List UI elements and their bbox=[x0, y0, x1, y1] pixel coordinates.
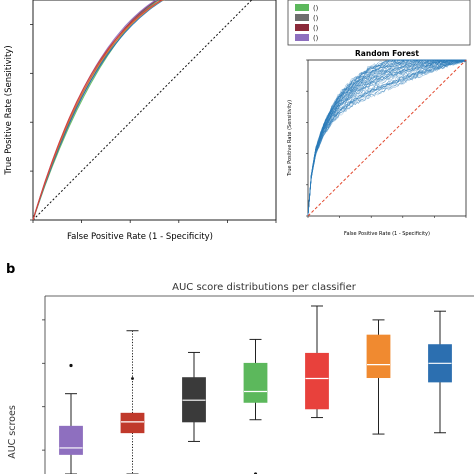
random-forest-roc-panel: Random Forest False Positive Rate (1 - S… bbox=[287, 49, 467, 237]
roc-overlay-curves bbox=[32, 0, 165, 221]
random-forest-diagonal-group bbox=[307, 59, 467, 217]
legend-swatch-3 bbox=[295, 24, 309, 31]
roc-overlay-curve-6 bbox=[32, 0, 165, 221]
random-forest-chance-line bbox=[307, 59, 467, 217]
random-forest-roc-curve bbox=[307, 59, 467, 217]
random-forest-title: Random Forest bbox=[355, 49, 419, 58]
roc-legend-frame bbox=[287, 0, 471, 46]
legend-swatch-2 bbox=[295, 14, 309, 21]
boxplot-box-4 bbox=[243, 338, 268, 474]
boxplot-box-body bbox=[243, 362, 268, 403]
random-forest-roc-curve bbox=[307, 59, 467, 217]
random-forest-roc-curve bbox=[307, 59, 466, 217]
roc-overlay-x-ticks bbox=[32, 220, 277, 223]
legend-entry-3: () bbox=[313, 25, 319, 33]
boxplot-box-7 bbox=[428, 310, 452, 434]
roc-overlay-curve-7 bbox=[32, 0, 163, 221]
boxplot-box-body bbox=[120, 412, 145, 434]
legend-swatch-1 bbox=[295, 4, 309, 11]
legend-entry-2: () bbox=[313, 15, 319, 23]
random-forest-curve-band bbox=[307, 59, 467, 217]
roc-overlay-panel: False Positive Rate (1 - Specificity) Tr… bbox=[4, 0, 277, 242]
random-forest-roc-curve bbox=[307, 59, 467, 217]
random-forest-roc-curve bbox=[307, 59, 466, 217]
boxplot-box-body bbox=[59, 425, 83, 455]
random-forest-ylabel: True Positive Rate (Sensitivity) bbox=[287, 100, 293, 177]
roc-legend: () () () () bbox=[287, 0, 471, 46]
legend-swatch-4 bbox=[295, 34, 309, 41]
boxplot-ylabel: AUC scroes bbox=[7, 405, 18, 459]
roc-overlay-frame bbox=[32, 0, 277, 221]
boxplot-box-3 bbox=[182, 351, 206, 442]
roc-overlay-xlabel: False Positive Rate (1 - Specificity) bbox=[67, 232, 213, 242]
boxplot-box-6 bbox=[366, 319, 391, 435]
boxplot-title: AUC score distributions per classifier bbox=[172, 282, 357, 293]
roc-overlay-y-ticks bbox=[30, 24, 33, 221]
boxplot-box-2 bbox=[120, 330, 145, 474]
random-forest-y-ticks bbox=[306, 59, 308, 217]
boxplot-box-body bbox=[366, 334, 391, 379]
roc-overlay-ylabel: True Positive Rate (Sensitivity) bbox=[4, 45, 14, 175]
boxplot-extra-point bbox=[131, 377, 134, 380]
boxplot-y-ticks bbox=[42, 319, 45, 451]
panel-b-label: b bbox=[6, 262, 15, 277]
boxplot-panel: AUC scroes bbox=[7, 295, 474, 474]
legend-entry-4: () bbox=[313, 35, 319, 43]
boxplot-box-1 bbox=[59, 363, 83, 474]
random-forest-roc-curve bbox=[307, 59, 467, 217]
random-forest-roc-curve bbox=[307, 59, 467, 217]
boxplot-box-5 bbox=[305, 305, 329, 419]
random-forest-xlabel: False Positive Rate (1 - Specificity) bbox=[344, 231, 430, 237]
boxplot-boxes bbox=[59, 305, 452, 474]
roc-overlay-curve-5 bbox=[32, 0, 165, 221]
boxplot-box-body bbox=[305, 352, 329, 410]
legend-entry-1: () bbox=[313, 5, 319, 13]
random-forest-x-ticks bbox=[307, 216, 467, 218]
boxplot-outlier bbox=[69, 363, 73, 368]
